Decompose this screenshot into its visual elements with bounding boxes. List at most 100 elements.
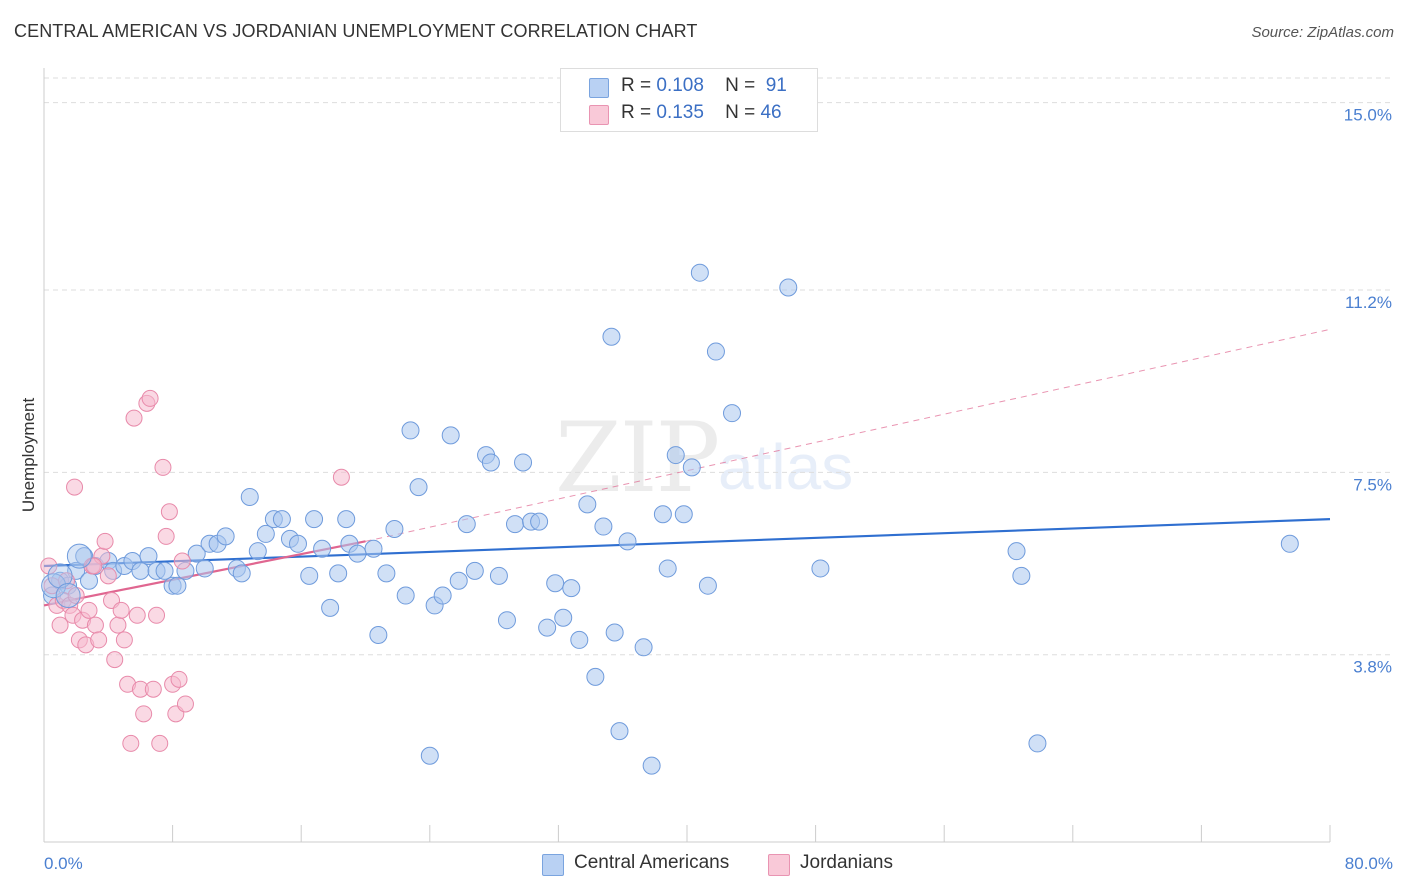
point-central-american [272,510,291,529]
point-central-american [329,564,348,583]
point-jordanian [109,616,127,634]
point-central-american [610,722,629,741]
point-central-american [369,625,388,644]
point-central-american [642,756,661,775]
watermark-zip: ZIP [555,402,720,514]
point-jordanian [90,631,108,649]
point-jordanian [170,670,188,688]
point-central-american [364,539,383,558]
y-tick-label: 7.5% [1353,475,1392,494]
point-central-american [497,611,516,630]
source-label: Source: ZipAtlas.com [1251,24,1394,41]
point-jordanian [154,458,172,476]
point-central-american [489,566,508,585]
point-central-american [168,576,187,595]
point-central-american [248,542,267,561]
point-central-american [514,453,533,472]
point-central-american [256,524,275,543]
point-jordanian [115,631,133,649]
legend-swatch-pink [589,105,609,125]
point-central-american [618,532,637,551]
point-jordanian [160,503,178,521]
point-jordanian [80,601,98,619]
point-central-american [1028,734,1047,753]
y-tick-label: 3.8% [1353,658,1392,677]
point-jordanian [86,616,104,634]
x-tick-label-min: 0.0% [44,854,83,873]
legend-r-value: 0.108 [656,75,704,96]
point-central-american [811,559,830,578]
data-points [40,263,1299,775]
point-central-american [313,539,332,558]
point-central-american [1007,542,1026,561]
point-central-american [706,342,725,361]
point-central-american [377,564,396,583]
point-central-american [602,327,621,346]
legend-n-value: 46 [760,102,782,123]
legend-swatch-pink [768,854,790,876]
point-central-american [433,586,452,605]
point-central-american [139,547,158,566]
point-central-american [457,515,476,534]
y-tick-label: 11.2% [1345,293,1392,312]
trendline-jordanians-extension [365,328,1331,542]
point-central-american [337,510,356,529]
point-central-american [240,487,259,506]
x-tick-label-max: 80.0% [1345,854,1393,873]
point-jordanian [151,734,169,752]
point-central-american [538,618,557,637]
point-jordanian [99,567,117,585]
point-jordanian [66,478,84,496]
point-jordanian [157,527,175,545]
point-central-american [1012,566,1031,585]
point-central-american [441,426,460,445]
legend-label: Jordanians [800,852,893,873]
point-jordanian [40,557,58,575]
point-central-american [420,746,439,765]
point-central-american [401,421,420,440]
point-central-american [666,446,685,465]
legend-r-label: R = [621,102,652,123]
point-central-american [1280,534,1299,553]
point-central-american [305,510,324,529]
legend-label: Central Americans [574,852,730,873]
point-jordanian [51,616,69,634]
point-central-american [155,561,174,580]
legend-r-value: 0.135 [656,102,704,123]
point-central-american [690,263,709,282]
point-central-american [385,520,404,539]
point-central-american [288,534,307,553]
point-central-american-cluster [55,583,81,609]
y-axis-label: Unemployment [19,398,38,513]
point-jordanian [148,606,166,624]
point-central-american-cluster [47,563,73,589]
point-central-american [723,404,742,423]
point-central-american [187,544,206,563]
legend-n-label: N = [725,102,756,123]
point-central-american [348,544,367,563]
axes [43,68,1331,843]
point-jordanian [122,734,140,752]
point-central-american [481,453,500,472]
point-central-american [570,630,589,649]
chart-title: CENTRAL AMERICAN VS JORDANIAN UNEMPLOYME… [14,21,698,41]
point-central-american [562,579,581,598]
point-central-american [586,667,605,686]
legend-n-label: N = [725,75,756,96]
point-central-american [449,571,468,590]
point-central-american [682,458,701,477]
point-central-american [195,559,214,578]
point-central-american [698,576,717,595]
point-central-american [232,564,251,583]
legend-swatch-blue [542,854,564,876]
point-jordanian [128,606,146,624]
point-central-american [505,515,524,534]
legend-r-label: R = [621,75,652,96]
point-jordanian [332,468,350,486]
point-central-american [465,561,484,580]
tick-labels: 3.8% 7.5% 11.2% 15.0% 0.0% 80.0% [44,106,1393,873]
point-central-american [300,566,319,585]
point-central-american [578,495,597,514]
point-central-american [779,278,798,297]
